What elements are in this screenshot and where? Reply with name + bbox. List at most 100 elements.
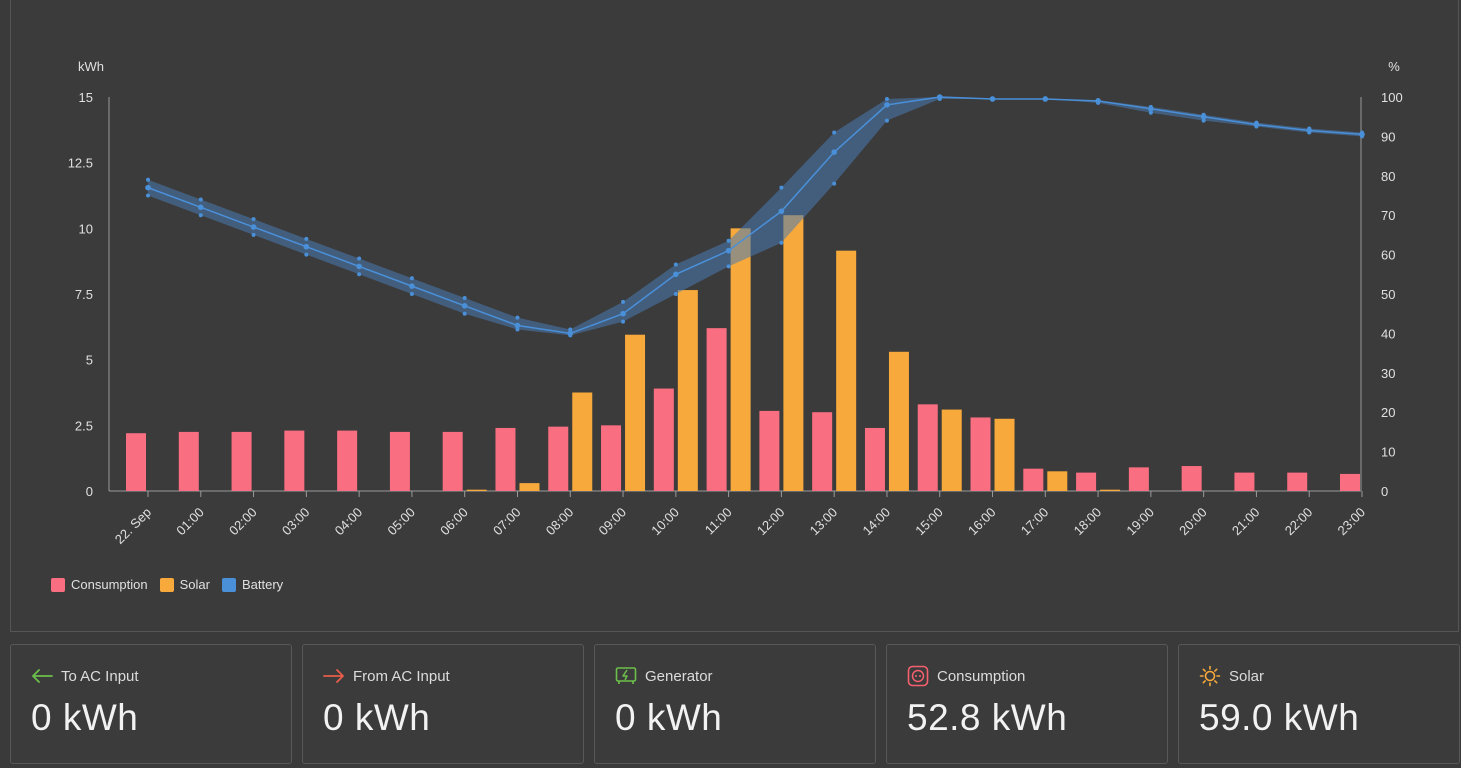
x-tick-label: 19:00 [1123,505,1157,539]
consumption-bar [970,417,991,491]
card-from-ac-input: From AC Input 0 kWh [302,644,584,764]
y-tick-label: 5 [86,353,93,368]
battery-min-point [357,272,362,277]
battery-min-point [1148,110,1153,115]
x-tick-label: 15:00 [912,505,946,539]
consumption-bar [442,431,463,491]
generator-icon [615,665,637,687]
y-tick-label: 0 [86,484,93,499]
arrow-right-icon [323,665,345,687]
solar-bar [625,334,646,491]
battery-max-point [726,238,731,243]
x-tick-label: 21:00 [1229,505,1263,539]
card-label: Generator [645,667,713,685]
x-tick-label: 17:00 [1018,505,1052,539]
solar-bar [994,418,1015,491]
x-tick-label: 09:00 [596,505,630,539]
x-tick-label: 04:00 [332,505,366,539]
card-consumption: Consumption 52.8 kWh [886,644,1168,764]
y-tick-label: 2.5 [75,418,93,433]
battery-point [778,208,785,215]
x-tick-label: 08:00 [543,505,577,539]
x-tick-label: 20:00 [1176,505,1210,539]
battery-max-point [462,295,467,300]
solar-bar [783,215,804,491]
consumption-bar [389,431,410,491]
card-header: Generator [615,665,713,687]
y2-tick-label: 50 [1381,287,1395,302]
solar-bar [677,290,698,491]
x-tick-label: 10:00 [648,505,682,539]
battery-max-point [673,262,678,267]
y2-tick-label: 40 [1381,326,1395,341]
arrow-left-icon [31,665,53,687]
battery-point [831,149,837,155]
y2-axis-unit-label: % [1388,59,1400,74]
legend-label-consumption: Consumption [71,577,148,592]
battery-max-point [779,185,784,190]
solar-bar [1047,471,1068,491]
y-tick-label: 10 [79,221,93,236]
x-tick-label: 01:00 [173,505,207,539]
battery-max-point [515,315,520,320]
x-tick-label: 02:00 [226,505,260,539]
consumption-bar [548,426,569,491]
card-header: To AC Input [31,665,139,687]
card-label: From AC Input [353,667,450,685]
legend-swatch-consumption [51,577,65,592]
consumption-bar [1076,472,1097,491]
card-to-ac-input: To AC Input 0 kWh [10,644,292,764]
consumption-bar [1287,472,1308,491]
battery-point [673,271,679,278]
x-tick-label: 16:00 [965,505,999,539]
battery-max-point [146,177,150,182]
legend-item-solar[interactable]: Solar [159,577,210,592]
battery-min-point [673,292,678,296]
legend-item-consumption[interactable]: Consumption [51,577,148,592]
consumption-bar [1234,472,1255,491]
legend-label-solar: Solar [179,577,210,592]
consumption-bar [812,412,833,491]
consumption-bar [759,410,780,491]
legend-item-battery[interactable]: Battery [221,577,283,592]
battery-point [567,330,574,337]
battery-max-point [357,256,362,261]
battery-point [1253,121,1260,128]
consumption-bar [178,431,199,491]
battery-point [356,263,362,270]
consumption-bar [284,430,305,491]
y-tick-label: 7.5 [75,287,93,302]
battery-point [989,96,996,102]
y2-tick-label: 100 [1381,90,1403,105]
solar-bar [836,250,857,491]
consumption-bar [337,430,358,491]
outlet-icon [907,665,929,687]
battery-min-point [304,252,309,257]
card-value: 52.8 kWh [907,697,1068,738]
battery-max-point [832,130,837,135]
solar-bar [466,489,487,491]
battery-max-point [621,299,626,304]
battery-max-point [304,236,309,241]
y2-tick-label: 80 [1381,169,1395,184]
consumption-bar [706,328,727,491]
card-label: Consumption [937,667,1026,685]
battery-max-point [409,276,414,281]
y2-tick-label: 10 [1381,445,1395,460]
solar-bar [519,483,540,491]
x-tick-label: 18:00 [1071,505,1105,539]
battery-min-point [832,181,837,186]
x-tick-label: 05:00 [384,505,418,539]
battery-max-point [251,217,256,222]
card-header: Solar [1199,665,1264,687]
battery-min-point [726,264,731,269]
battery-min-point [146,193,150,198]
battery-min-point [515,327,520,332]
x-tick-label: 14:00 [859,505,893,539]
card-value: 0 kWh [323,697,431,738]
battery-point [620,310,626,317]
battery-min-point [779,240,784,245]
y2-tick-label: 60 [1381,248,1395,263]
energy-chart[interactable]: kWh % 0 2.5 5 7.5 10 12.5 15 0 10 20 30 40 50 60 70 80 90 1… [11,0,1460,632]
x-tick-label: 22. Sep [112,505,154,547]
